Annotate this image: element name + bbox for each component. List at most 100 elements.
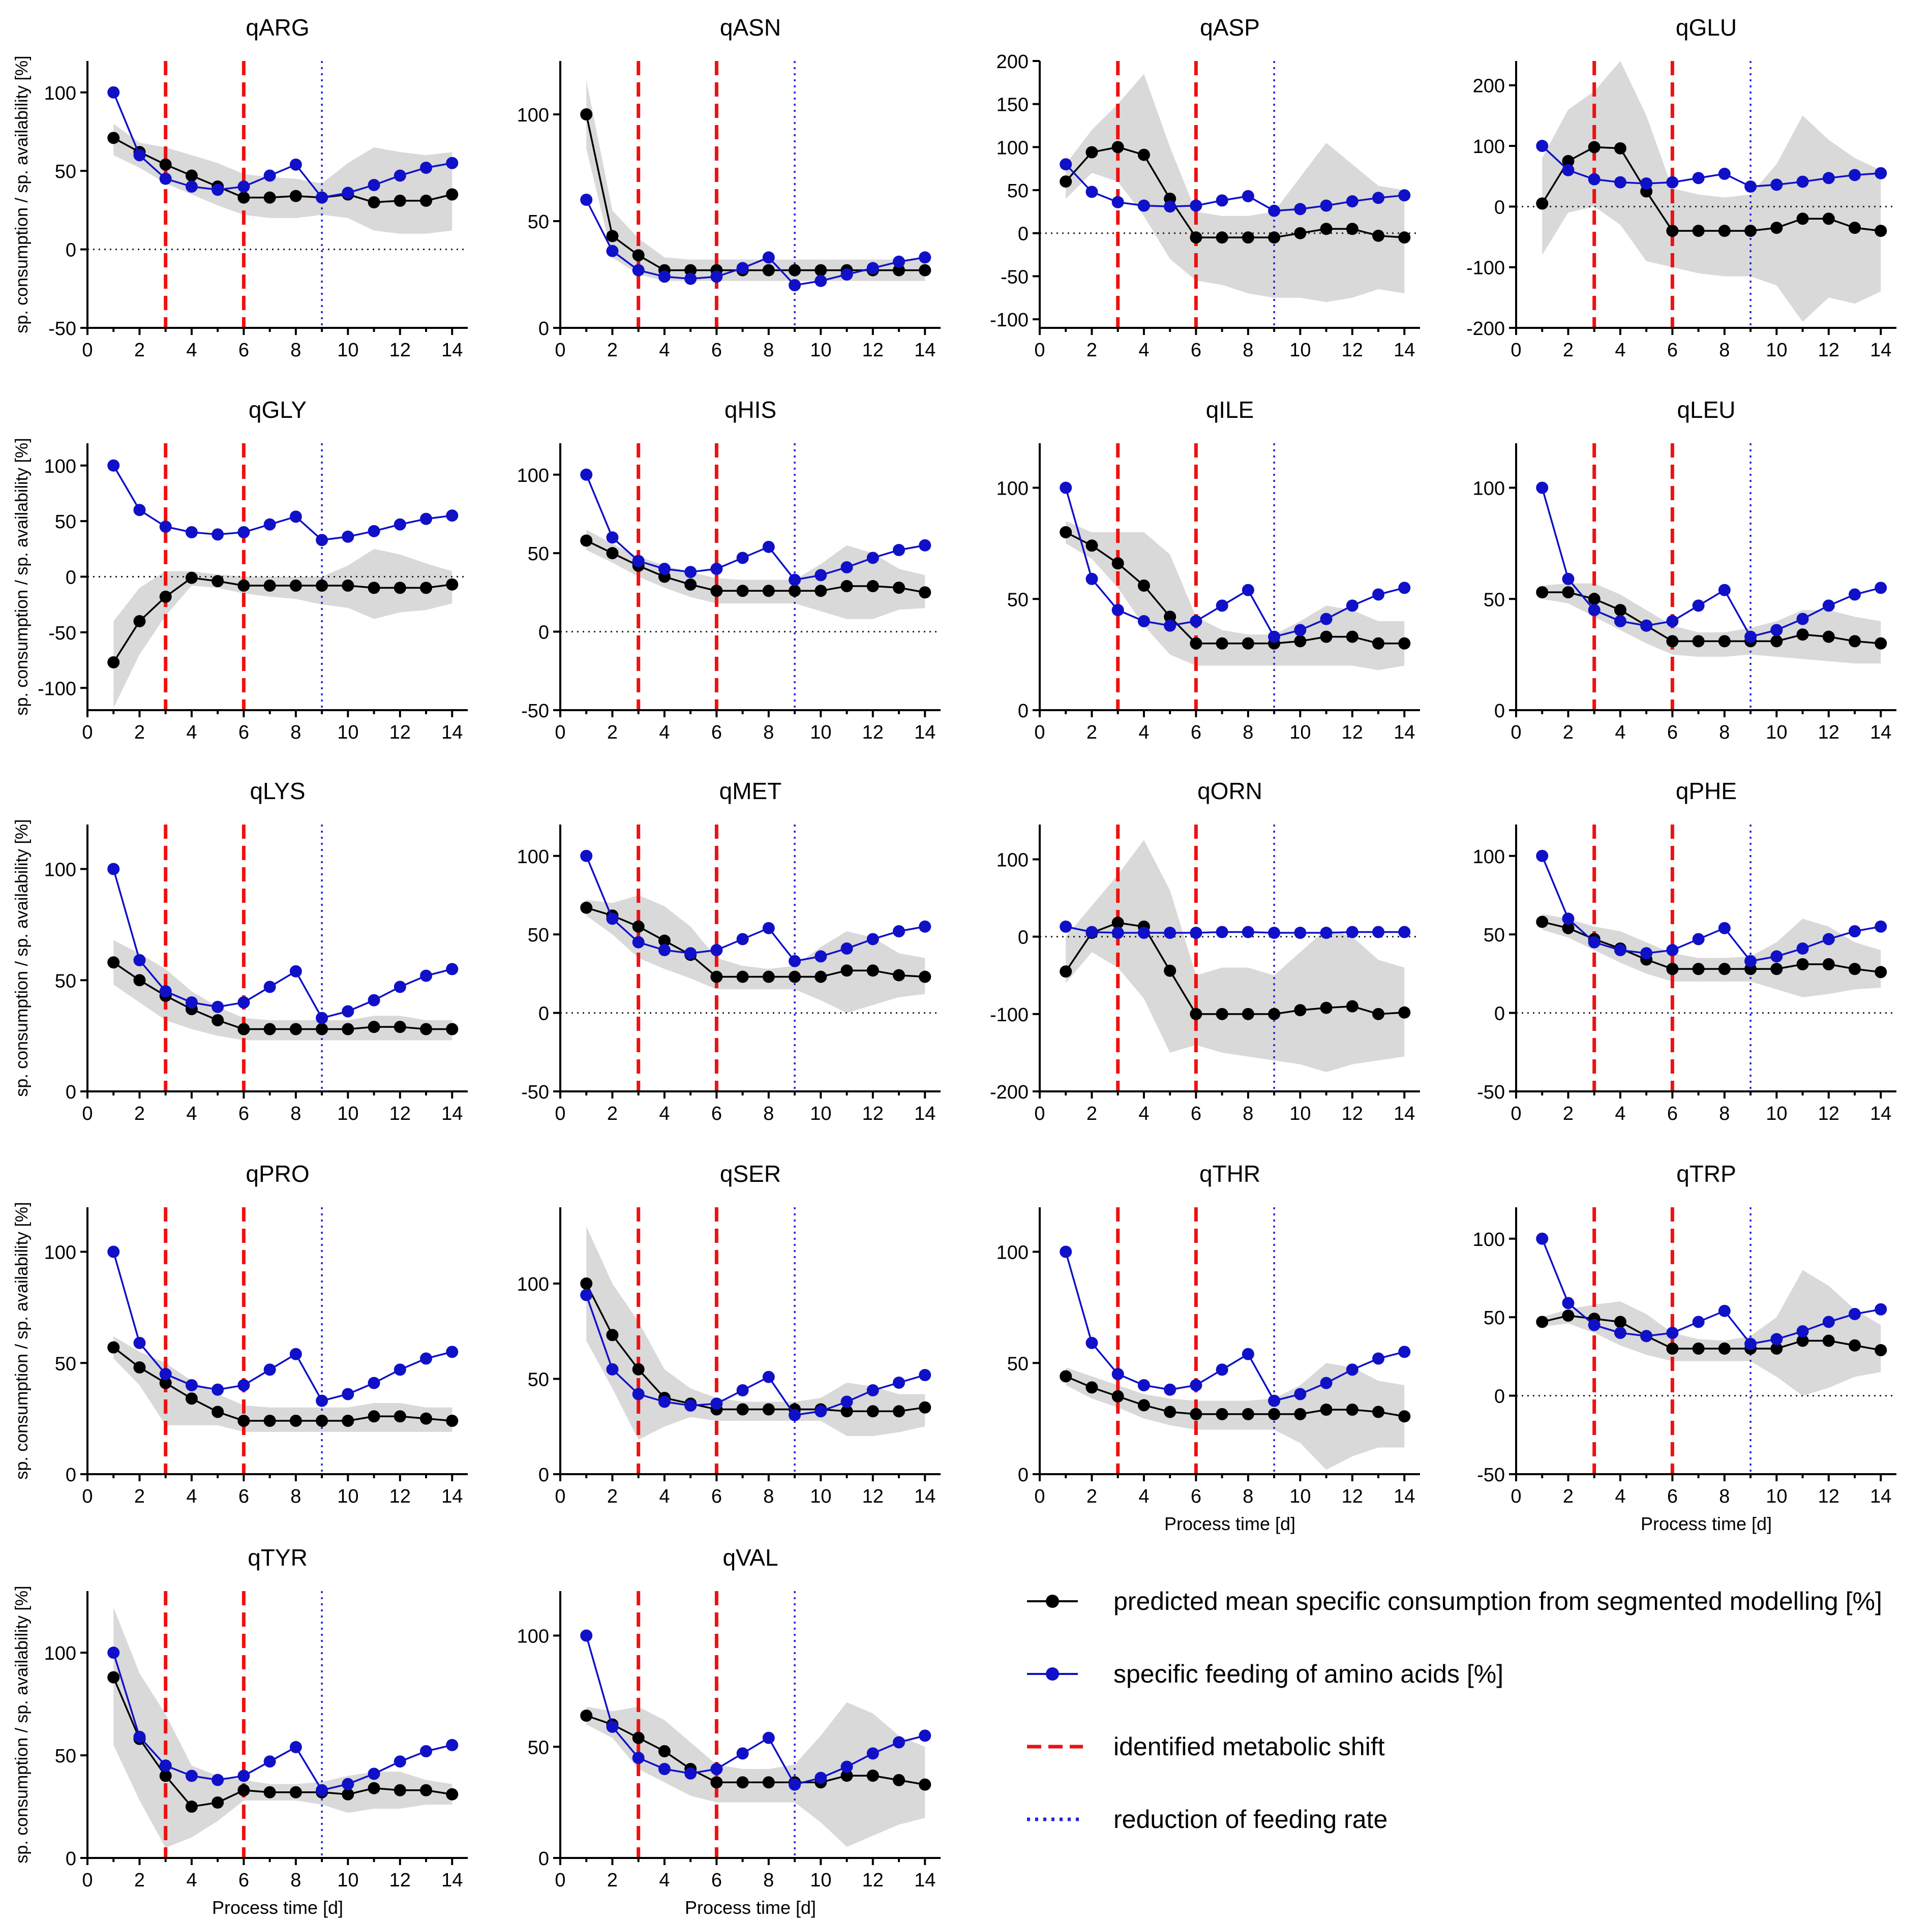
x-tick-label: 6 [1667,340,1678,361]
predicted-series-point [1216,1008,1228,1020]
x-tick-label: 4 [186,340,197,361]
feeding-series-point [1666,944,1679,957]
x-tick-label: 6 [1191,1486,1201,1507]
feeding-series-point [368,1767,380,1780]
predicted-series-point [107,1341,120,1354]
x-tick-label: 6 [711,722,722,743]
predicted-series-point [762,1403,775,1416]
x-tick-label: 8 [290,1870,301,1891]
feeding-series-point [789,1778,801,1791]
x-tick-label: 14 [914,1103,935,1124]
x-tick-label: 2 [134,1870,145,1891]
y-tick-label: 50 [528,211,549,233]
predicted-series-point [394,1021,406,1033]
predicted-series-point [1849,635,1861,648]
feeding-series-point [684,947,697,960]
predicted-series-point [1320,630,1333,643]
feeding-series-point [919,920,931,933]
y-tick-label: 0 [66,1082,76,1103]
y-tick-label: 50 [1484,925,1505,946]
feeding-series-point [840,1395,853,1408]
predicted-series-point [263,191,276,204]
feeding-series-point [1796,1325,1809,1337]
y-tick-label: 100 [44,1242,76,1264]
predicted-series-point [1216,1408,1228,1420]
feeding-series-point [1398,1346,1411,1358]
predicted-series-point [368,1782,380,1794]
x-tick-label: 6 [711,1486,722,1507]
feeding-series-point [1164,927,1176,939]
feeding-series-point [1398,189,1411,202]
x-tick-label: 0 [1511,1103,1521,1124]
x-tick-label: 12 [862,340,884,361]
confidence-band [586,80,925,281]
feeding-series-point [1164,200,1176,213]
feeding-series-point [1164,1383,1176,1396]
feeding-series-point [159,521,172,533]
y-tick-label: 50 [55,1353,76,1375]
predicted-series-point [632,249,645,262]
x-axis-label: Process time [d] [212,1897,343,1918]
feeding-series-point [237,180,250,193]
x-tick-label: 10 [1289,1486,1311,1507]
x-tick-label: 0 [555,1103,565,1124]
x-tick-label: 10 [810,1103,831,1124]
predicted-series-point [446,1415,459,1427]
feeding-series-point [394,169,406,182]
predicted-series-point [1346,1404,1359,1416]
confidence-band [586,895,925,1013]
feeding-series-point [1398,926,1411,938]
x-tick-label: 4 [186,1486,197,1507]
predicted-series-point [1770,963,1783,975]
y-tick-label: -100 [990,1004,1029,1026]
confidence-band [113,940,452,1041]
predicted-series-point [289,580,302,592]
feeding-series-point [1562,572,1575,585]
y-tick-label: 0 [538,622,549,644]
predicted-series-point [159,158,172,171]
predicted-series-point [893,1405,905,1418]
predicted-series-point [159,1377,172,1389]
predicted-series-point [1796,212,1809,225]
feeding-series-point [1588,604,1601,617]
legend-label-reduction: reduction of feeding rate [1113,1805,1388,1834]
predicted-series-point [107,656,120,668]
feeding-series-point [1718,167,1731,180]
feeding-series-point [446,1346,459,1358]
feeding-series-point [632,936,645,949]
feeding-series-point [1796,613,1809,625]
feeding-series-point [1242,926,1254,938]
x-tick-label: 6 [238,722,249,743]
predicted-series-point [1294,1408,1307,1420]
predicted-series-point [420,1412,433,1425]
x-tick-label: 6 [711,1870,722,1891]
feeding-series-point [237,1770,250,1782]
feeding-series-point [185,996,198,1009]
feeding-series-point [1666,176,1679,189]
x-tick-label: 2 [1086,340,1097,361]
chart-title: qASP [1200,14,1260,41]
y-tick-label: 0 [538,318,549,340]
y-tick-label: 100 [1473,136,1505,158]
y-tick-label: -50 [48,318,76,340]
feeding-series-point [289,965,302,978]
predicted-series-point [1398,1410,1411,1423]
predicted-series-point [1137,1399,1150,1412]
chart-panel-qtyr: qTYR 0 50 100 0 2 4 6 8 10 12 14 sp. consumption / s… [12,1544,468,1918]
predicted-series-point [263,1023,276,1035]
feeding-series-point [212,528,224,541]
predicted-series-point [446,1023,459,1035]
feeding-series-point [1060,1245,1072,1258]
feeding-series-point [1562,164,1575,176]
feeding-series-point [1216,599,1228,612]
predicted-series-point [658,1745,671,1757]
x-tick-label: 0 [82,722,93,743]
feeding-series-point [133,954,146,966]
predicted-series-point [1562,586,1575,599]
chart-panel-qasn: qASN 0 50 100 0 2 4 6 8 10 12 14 [517,14,941,361]
feeding-series-point [684,272,697,285]
feeding-series-point [814,950,827,963]
feeding-series-point [237,526,250,538]
legend-item-feeding: specific feeding of amino acids [%] [1017,1649,1927,1699]
feeding-series-point [1875,582,1887,594]
